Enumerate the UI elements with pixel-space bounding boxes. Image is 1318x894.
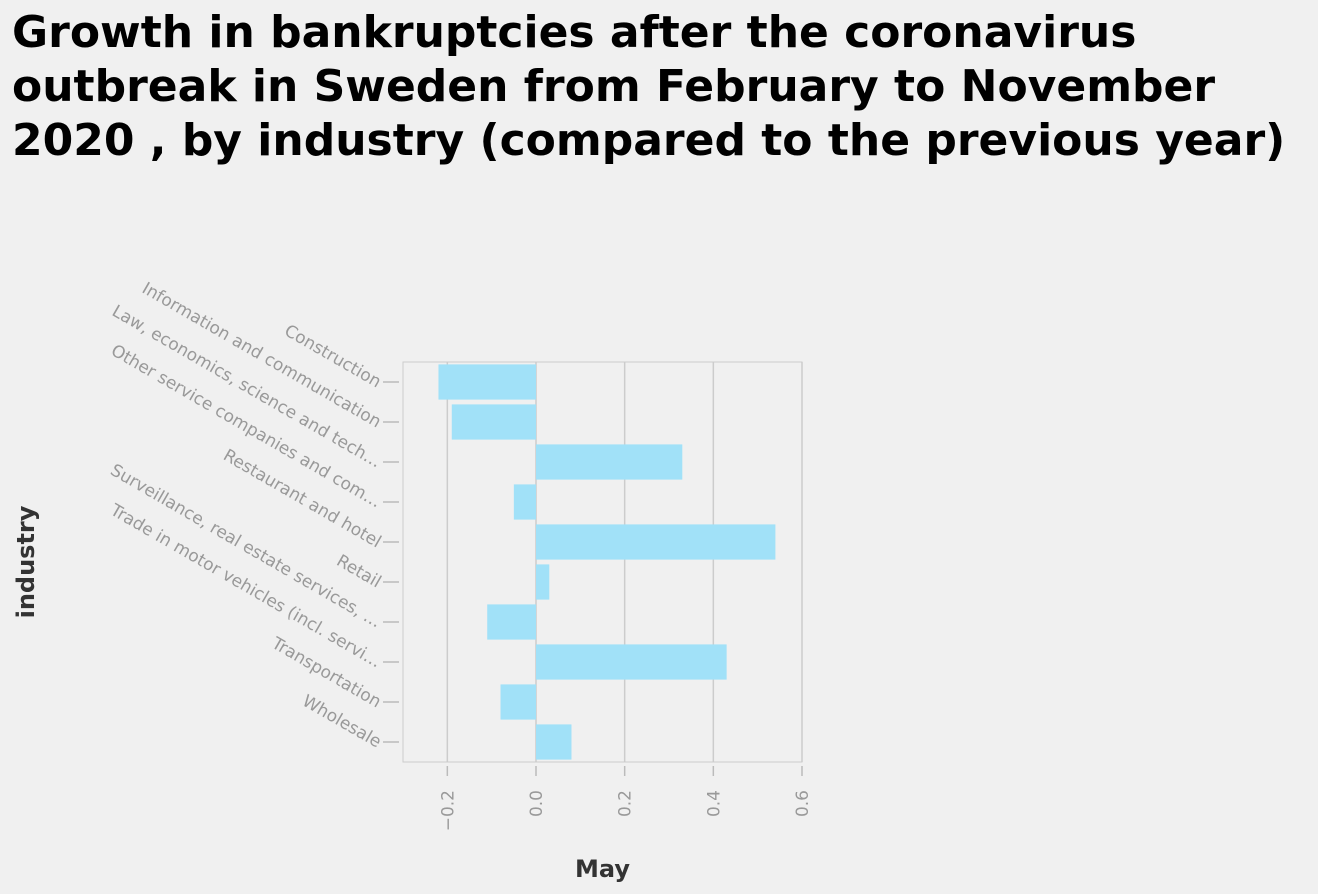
bar: [438, 364, 536, 400]
x-axis-title: May: [575, 855, 630, 883]
y-tick-label: Retail: [333, 551, 385, 592]
x-tick-label: 0.0: [527, 790, 547, 817]
bar: [500, 684, 536, 720]
x-tick-label: 0.2: [616, 790, 636, 817]
chart-title: Growth in bankruptcies after the coronav…: [12, 7, 1286, 166]
bar: [536, 444, 683, 480]
bar: [536, 524, 776, 560]
y-axis-title: industry: [12, 505, 40, 618]
bar: [451, 404, 536, 440]
bar: [536, 564, 550, 600]
x-tick-label: 0.6: [793, 790, 813, 817]
x-tick-label: 0.4: [704, 790, 724, 817]
x-tick-label: −0.2: [438, 790, 458, 831]
bar: [513, 484, 536, 520]
y-tick-label: Law, economics, science and tech…: [108, 301, 384, 472]
bar: [536, 724, 572, 760]
bar: [536, 644, 727, 680]
bar: [487, 604, 536, 640]
